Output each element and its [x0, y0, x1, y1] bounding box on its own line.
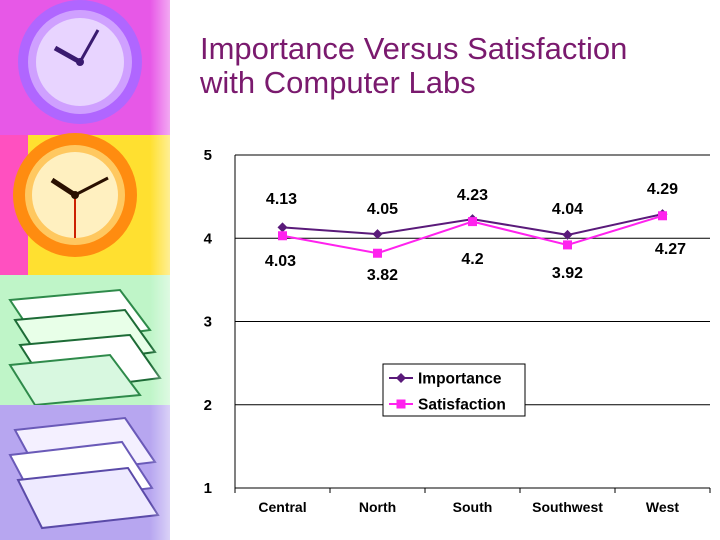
- x-tick-label-north: North: [359, 499, 396, 515]
- point-importance-central: [277, 222, 288, 233]
- slide-title-line1: Importance Versus Satisfaction: [200, 31, 628, 66]
- point-satisfaction-west: [658, 211, 667, 221]
- legend-marker-satisfaction: [396, 399, 406, 409]
- x-tick-label-central: Central: [258, 499, 306, 515]
- x-tick-label-south: South: [453, 499, 493, 515]
- data-label-satisfaction-southwest: 3.92: [552, 265, 583, 282]
- data-label-satisfaction-central: 4.03: [265, 253, 296, 270]
- point-satisfaction-central: [278, 231, 287, 241]
- data-label-satisfaction-south: 4.2: [461, 251, 483, 268]
- data-label-importance-west: 4.29: [647, 181, 678, 198]
- data-label-importance-south: 4.23: [457, 187, 488, 204]
- data-label-satisfaction-north: 3.82: [367, 267, 398, 284]
- point-importance-southwest: [562, 229, 573, 240]
- slide-title-line2: with Computer Labs: [200, 65, 476, 100]
- clock-purple-panel: [0, 0, 170, 135]
- data-label-importance-southwest: 4.04: [552, 201, 583, 218]
- data-label-satisfaction-west: 4.27: [655, 241, 686, 258]
- x-tick-label-west: West: [646, 499, 680, 515]
- data-label-importance-central: 4.13: [266, 191, 297, 208]
- y-tick-label-3: 3: [204, 314, 212, 331]
- slide-title: Importance Versus Satisfaction with Comp…: [200, 32, 700, 100]
- y-tick-label-2: 2: [204, 397, 212, 414]
- y-tick-label-5: 5: [204, 147, 212, 164]
- books-green-panel: [0, 275, 170, 407]
- books-lavender-panel: [0, 405, 170, 540]
- y-tick-label-4: 4: [204, 230, 213, 247]
- point-satisfaction-south: [468, 217, 477, 227]
- decorative-sidebar: [0, 0, 185, 540]
- data-label-importance-north: 4.05: [367, 201, 398, 218]
- point-importance-north: [372, 229, 383, 240]
- x-tick-label-southwest: Southwest: [532, 499, 603, 515]
- clock-orange-panel: [0, 133, 170, 275]
- legend-box: [382, 363, 526, 417]
- y-tick-label-1: 1: [204, 480, 212, 497]
- legend-marker-importance: [396, 373, 406, 383]
- point-satisfaction-southwest: [563, 240, 572, 250]
- legend-label-importance: Importance: [418, 371, 502, 388]
- legend-label-satisfaction: Satisfaction: [418, 397, 506, 414]
- point-satisfaction-north: [373, 248, 382, 258]
